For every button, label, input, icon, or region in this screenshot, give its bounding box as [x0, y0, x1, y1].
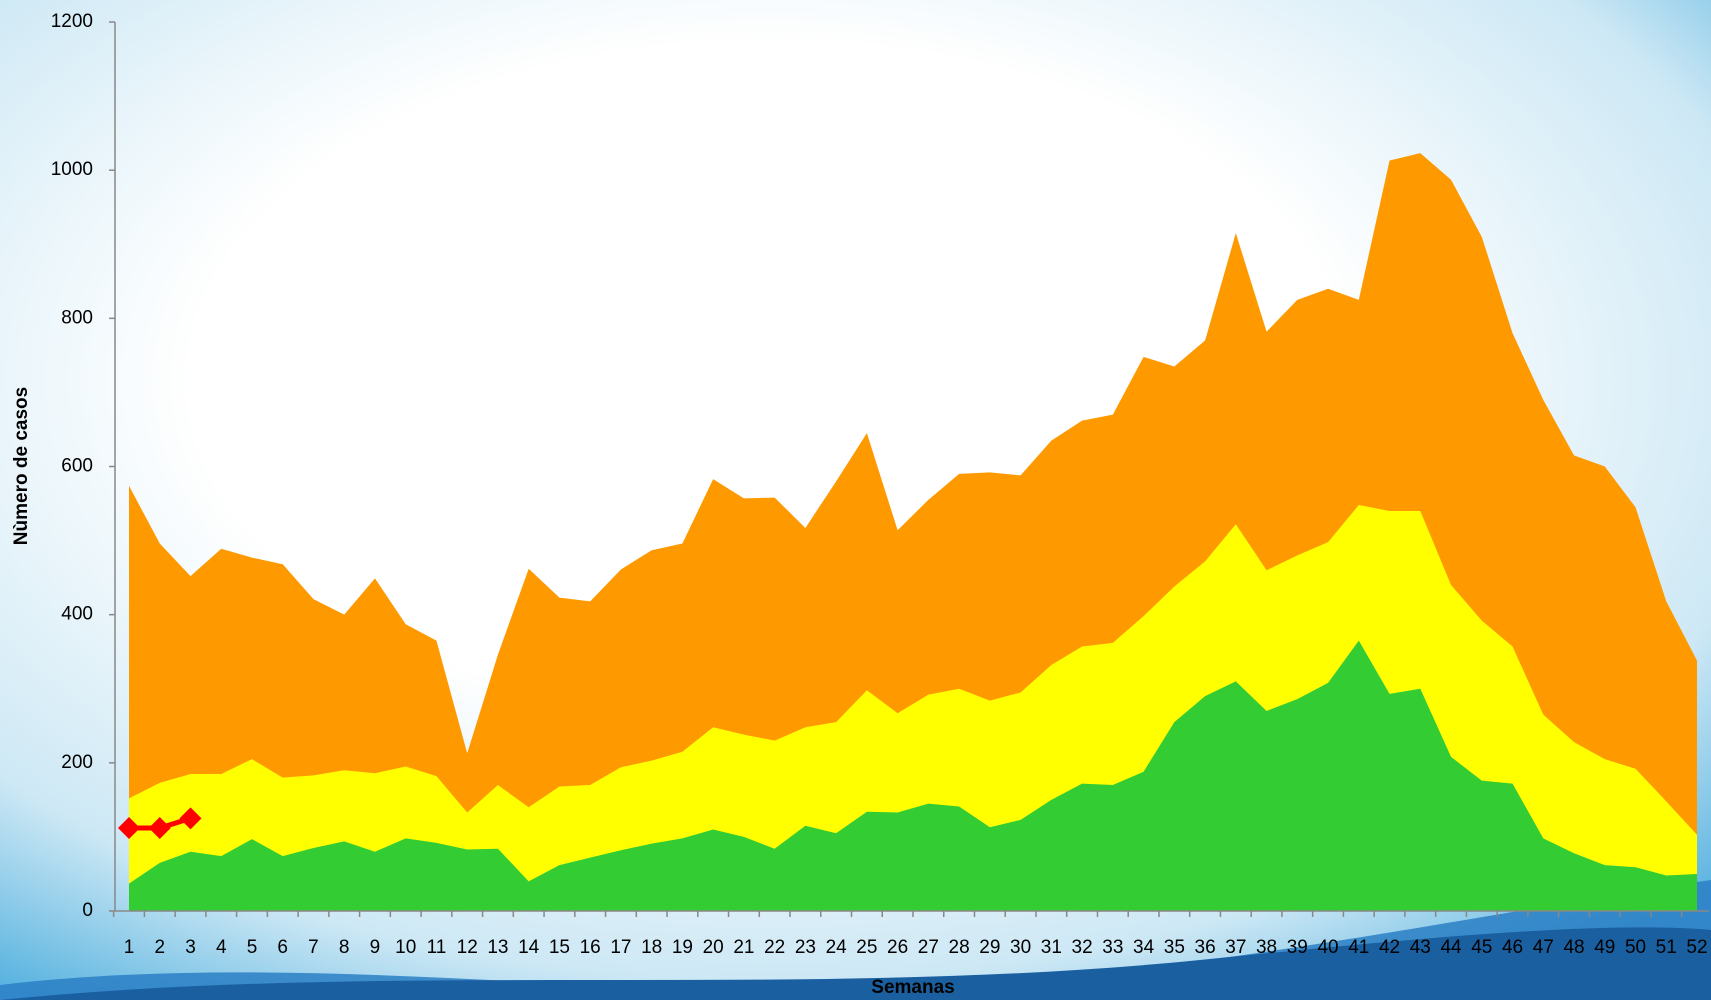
- y-tick-label: 400: [61, 604, 93, 625]
- x-tick-label: 46: [1502, 937, 1523, 958]
- x-tick-label: 2: [154, 937, 165, 958]
- x-tick-label: 15: [549, 937, 570, 958]
- x-tick-label: 44: [1440, 937, 1462, 958]
- x-tick-label: 20: [703, 937, 724, 958]
- x-tick-label: 16: [580, 937, 601, 958]
- x-tick-label: 40: [1317, 937, 1338, 958]
- y-tick-label: 800: [61, 307, 93, 328]
- x-tick-label: 26: [887, 937, 908, 958]
- x-tick-label: 25: [856, 937, 877, 958]
- x-tick-label: 11: [427, 937, 447, 958]
- x-tick-label: 47: [1533, 937, 1554, 958]
- x-tick-label: 10: [395, 937, 416, 958]
- x-tick-label: 37: [1225, 937, 1246, 958]
- x-tick-label: 18: [641, 937, 662, 958]
- x-tick-label: 22: [764, 937, 785, 958]
- y-tick-label: 1200: [51, 11, 93, 32]
- x-tick-label: 1: [124, 937, 135, 958]
- x-tick-label: 33: [1102, 937, 1123, 958]
- x-tick-label: 34: [1133, 937, 1155, 958]
- x-tick-label: 12: [457, 937, 478, 958]
- x-tick-label: 8: [339, 937, 350, 958]
- x-tick-label: 27: [918, 937, 939, 958]
- x-tick-label: 45: [1471, 937, 1492, 958]
- x-tick-label: 51: [1656, 937, 1677, 958]
- x-tick-label: 23: [795, 937, 816, 958]
- x-tick-label: 13: [487, 937, 508, 958]
- x-tick-label: 50: [1625, 937, 1646, 958]
- x-tick-label: 30: [1010, 937, 1031, 958]
- x-tick-label: 24: [826, 937, 848, 958]
- wave: [0, 927, 1711, 1000]
- y-tick-label: 1000: [51, 159, 93, 180]
- x-tick-label: 48: [1563, 937, 1584, 958]
- y-tick-label: 0: [82, 900, 93, 921]
- x-axis-label: Semanas: [871, 977, 954, 998]
- x-tick-label: 32: [1072, 937, 1093, 958]
- x-tick-label: 39: [1287, 937, 1308, 958]
- x-tick-label: 38: [1256, 937, 1277, 958]
- x-tick-label: 52: [1686, 937, 1707, 958]
- marker: [179, 807, 202, 830]
- x-tick-label: 29: [979, 937, 1000, 958]
- x-tick-label: 17: [610, 937, 631, 958]
- x-tick-label: 7: [308, 937, 319, 958]
- x-tick-label: 42: [1379, 937, 1400, 958]
- x-tick-label: 36: [1195, 937, 1216, 958]
- x-tick-label: 6: [277, 937, 288, 958]
- x-tick-label: 5: [247, 937, 258, 958]
- x-tick-label: 3: [185, 937, 196, 958]
- x-tick-label: 49: [1594, 937, 1615, 958]
- x-tick-label: 14: [518, 937, 540, 958]
- x-tick-label: 31: [1041, 937, 1062, 958]
- x-tick-label: 41: [1348, 937, 1369, 958]
- area: [129, 640, 1697, 911]
- x-tick-label: 21: [733, 937, 754, 958]
- marker: [148, 817, 171, 840]
- y-tick-label: 600: [61, 456, 93, 477]
- x-tick-label: 19: [672, 937, 693, 958]
- marker: [118, 817, 140, 840]
- x-tick-label: 9: [370, 937, 381, 958]
- x-tick-label: 35: [1164, 937, 1185, 958]
- x-tick-label: 43: [1410, 937, 1431, 958]
- x-tick-label: 4: [216, 937, 227, 958]
- x-tick-label: 28: [949, 937, 970, 958]
- y-tick-label: 200: [61, 752, 93, 773]
- y-axis-label: Nùmero de casos: [11, 387, 32, 545]
